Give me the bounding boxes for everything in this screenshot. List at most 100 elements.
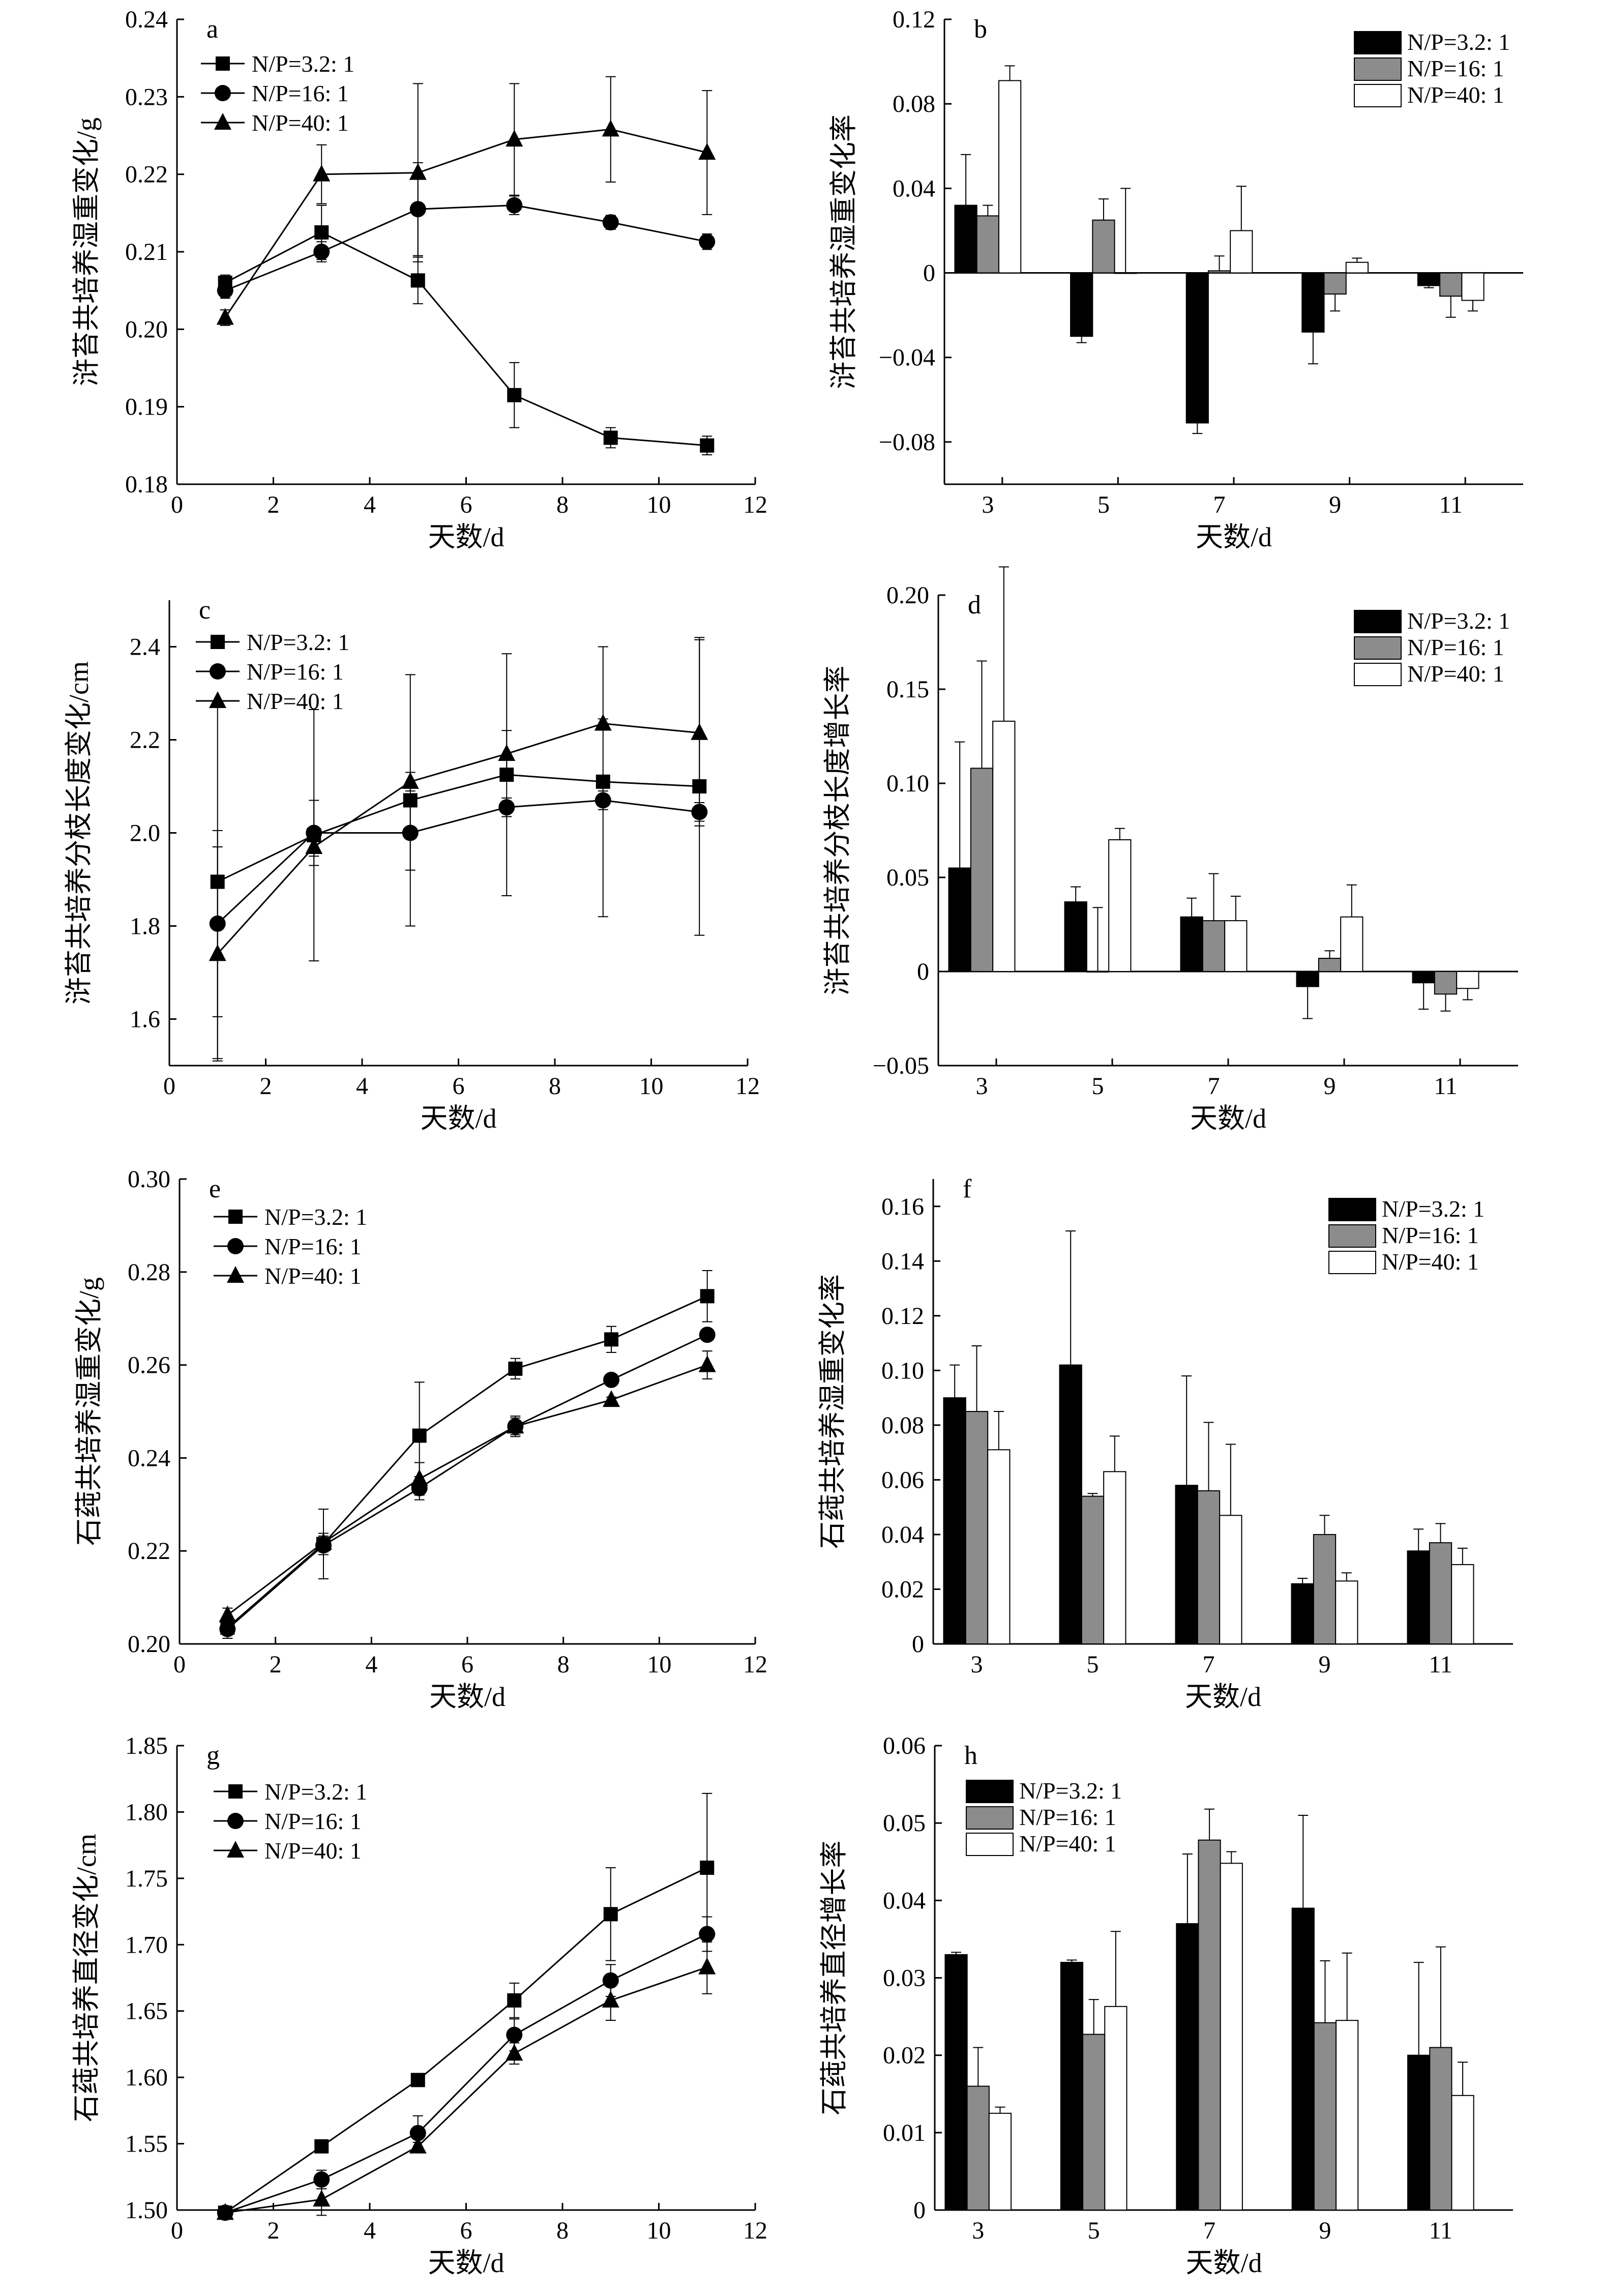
legend: N/P=3.2: 1N/P=16: 1N/P=40: 1 bbox=[1354, 29, 1510, 108]
y-tick-label: 0.08 bbox=[893, 91, 935, 117]
data-point bbox=[699, 1926, 716, 1942]
x-tick-label: 9 bbox=[1329, 491, 1341, 518]
data-point bbox=[507, 1993, 522, 2008]
panel-letter: b bbox=[974, 15, 987, 44]
legend-marker bbox=[227, 1266, 244, 1283]
bar bbox=[966, 2085, 990, 2211]
legend-swatch bbox=[1354, 57, 1402, 81]
data-point bbox=[603, 1371, 619, 1388]
x-tick-label: 9 bbox=[1319, 2217, 1331, 2244]
x-tick-label: 8 bbox=[549, 1073, 561, 1100]
x-tick-label: 7 bbox=[1203, 1651, 1215, 1678]
y-tick-label: 0 bbox=[913, 2197, 926, 2224]
bar bbox=[1104, 2006, 1128, 2211]
legend-swatch bbox=[966, 1780, 1014, 1803]
data-point bbox=[409, 2125, 426, 2141]
x-tick-label: 4 bbox=[364, 491, 376, 518]
data-point bbox=[401, 772, 419, 789]
x-tick-label: 7 bbox=[1213, 491, 1226, 518]
data-point bbox=[698, 1957, 716, 1975]
y-tick-label: 1.60 bbox=[125, 2064, 168, 2091]
bar bbox=[1291, 1907, 1315, 2211]
bar bbox=[1092, 219, 1115, 274]
series-line bbox=[225, 1933, 707, 2214]
x-tick-label: 12 bbox=[743, 2217, 767, 2244]
bar bbox=[1439, 272, 1463, 297]
y-tick-label: 0.08 bbox=[881, 1412, 924, 1439]
legend: N/P=3.2: 1N/P=16: 1N/P=40: 1 bbox=[201, 51, 354, 136]
x-tick-label: 5 bbox=[1088, 2217, 1100, 2244]
x-tick-label: 3 bbox=[972, 2217, 984, 2244]
legend-label: N/P=16: 1 bbox=[1019, 1804, 1116, 1830]
legend-swatch bbox=[1354, 31, 1402, 54]
series-line bbox=[224, 1867, 707, 2214]
x-tick-label: 3 bbox=[976, 1073, 988, 1100]
legend-swatch bbox=[1328, 1224, 1376, 1248]
bar bbox=[1451, 2095, 1474, 2211]
y-axis-label: 浒苔共培养湿重变化/g bbox=[71, 117, 102, 386]
legend-marker bbox=[216, 56, 230, 71]
legend-label: N/P=40: 1 bbox=[1019, 1831, 1116, 1857]
legend-swatch bbox=[1354, 663, 1402, 686]
legend: N/P=3.2: 1N/P=16: 1N/P=40: 1 bbox=[1354, 608, 1510, 687]
data-point bbox=[698, 143, 716, 160]
x-tick-label: 3 bbox=[982, 491, 994, 518]
x-tick-label: 0 bbox=[163, 1073, 175, 1100]
data-point bbox=[209, 944, 226, 961]
x-tick-label: 11 bbox=[1439, 491, 1463, 518]
bar bbox=[992, 720, 1016, 973]
data-point bbox=[700, 1289, 715, 1304]
y-tick-label: 0.14 bbox=[881, 1248, 924, 1275]
y-tick-label: 0.04 bbox=[881, 1521, 924, 1548]
data-point bbox=[410, 273, 425, 288]
legend-label: N/P=16: 1 bbox=[252, 80, 349, 106]
y-tick-label: 0.05 bbox=[886, 864, 929, 891]
data-point bbox=[507, 388, 522, 402]
legend-swatch bbox=[966, 1806, 1014, 1830]
x-tick-label: 5 bbox=[1097, 491, 1110, 518]
bar bbox=[1108, 839, 1132, 972]
data-point bbox=[603, 1907, 618, 1922]
x-tick-label: 4 bbox=[356, 1073, 368, 1100]
data-point bbox=[603, 430, 618, 445]
x-tick-label: 10 bbox=[647, 491, 671, 518]
x-tick-label: 2 bbox=[268, 491, 280, 518]
legend-marker bbox=[228, 1210, 243, 1224]
bar bbox=[944, 1954, 968, 2211]
bar bbox=[1064, 901, 1087, 972]
data-point bbox=[507, 1417, 524, 1434]
bar bbox=[1407, 1550, 1430, 1644]
x-axis-label: 天数/d bbox=[1190, 1103, 1266, 1134]
y-tick-label: 0.04 bbox=[893, 175, 935, 202]
bar bbox=[1197, 1490, 1221, 1645]
legend-label: N/P=3.2: 1 bbox=[1382, 1196, 1485, 1222]
y-tick-label: 0.15 bbox=[886, 676, 929, 703]
data-point bbox=[410, 1469, 428, 1486]
x-tick-label: 8 bbox=[556, 2217, 569, 2244]
data-point bbox=[691, 804, 708, 820]
legend-marker bbox=[209, 691, 226, 708]
data-point bbox=[409, 201, 426, 218]
bar bbox=[1313, 2022, 1337, 2211]
y-tick-label: 0.24 bbox=[125, 6, 168, 33]
x-tick-label: 0 bbox=[173, 1651, 186, 1678]
legend-label: N/P=16: 1 bbox=[247, 659, 344, 685]
data-point bbox=[403, 793, 418, 808]
y-tick-label: 0.20 bbox=[886, 582, 929, 609]
data-point bbox=[498, 744, 516, 761]
y-tick-label: 0.04 bbox=[883, 1887, 926, 1914]
legend-label: N/P=3.2: 1 bbox=[1407, 29, 1510, 55]
bar bbox=[1461, 272, 1485, 301]
data-point bbox=[602, 1972, 619, 1989]
bar bbox=[943, 1397, 966, 1645]
x-axis-label: 天数/d bbox=[1185, 1682, 1261, 1712]
y-tick-label: 1.80 bbox=[125, 1799, 168, 1826]
panel-letter: e bbox=[209, 1174, 221, 1203]
data-point bbox=[506, 197, 523, 214]
bar bbox=[1318, 958, 1342, 972]
bar bbox=[970, 768, 994, 973]
y-tick-label: −0.04 bbox=[879, 344, 935, 371]
legend-swatch bbox=[1354, 636, 1402, 660]
series-line bbox=[225, 231, 707, 447]
data-point bbox=[313, 244, 330, 260]
